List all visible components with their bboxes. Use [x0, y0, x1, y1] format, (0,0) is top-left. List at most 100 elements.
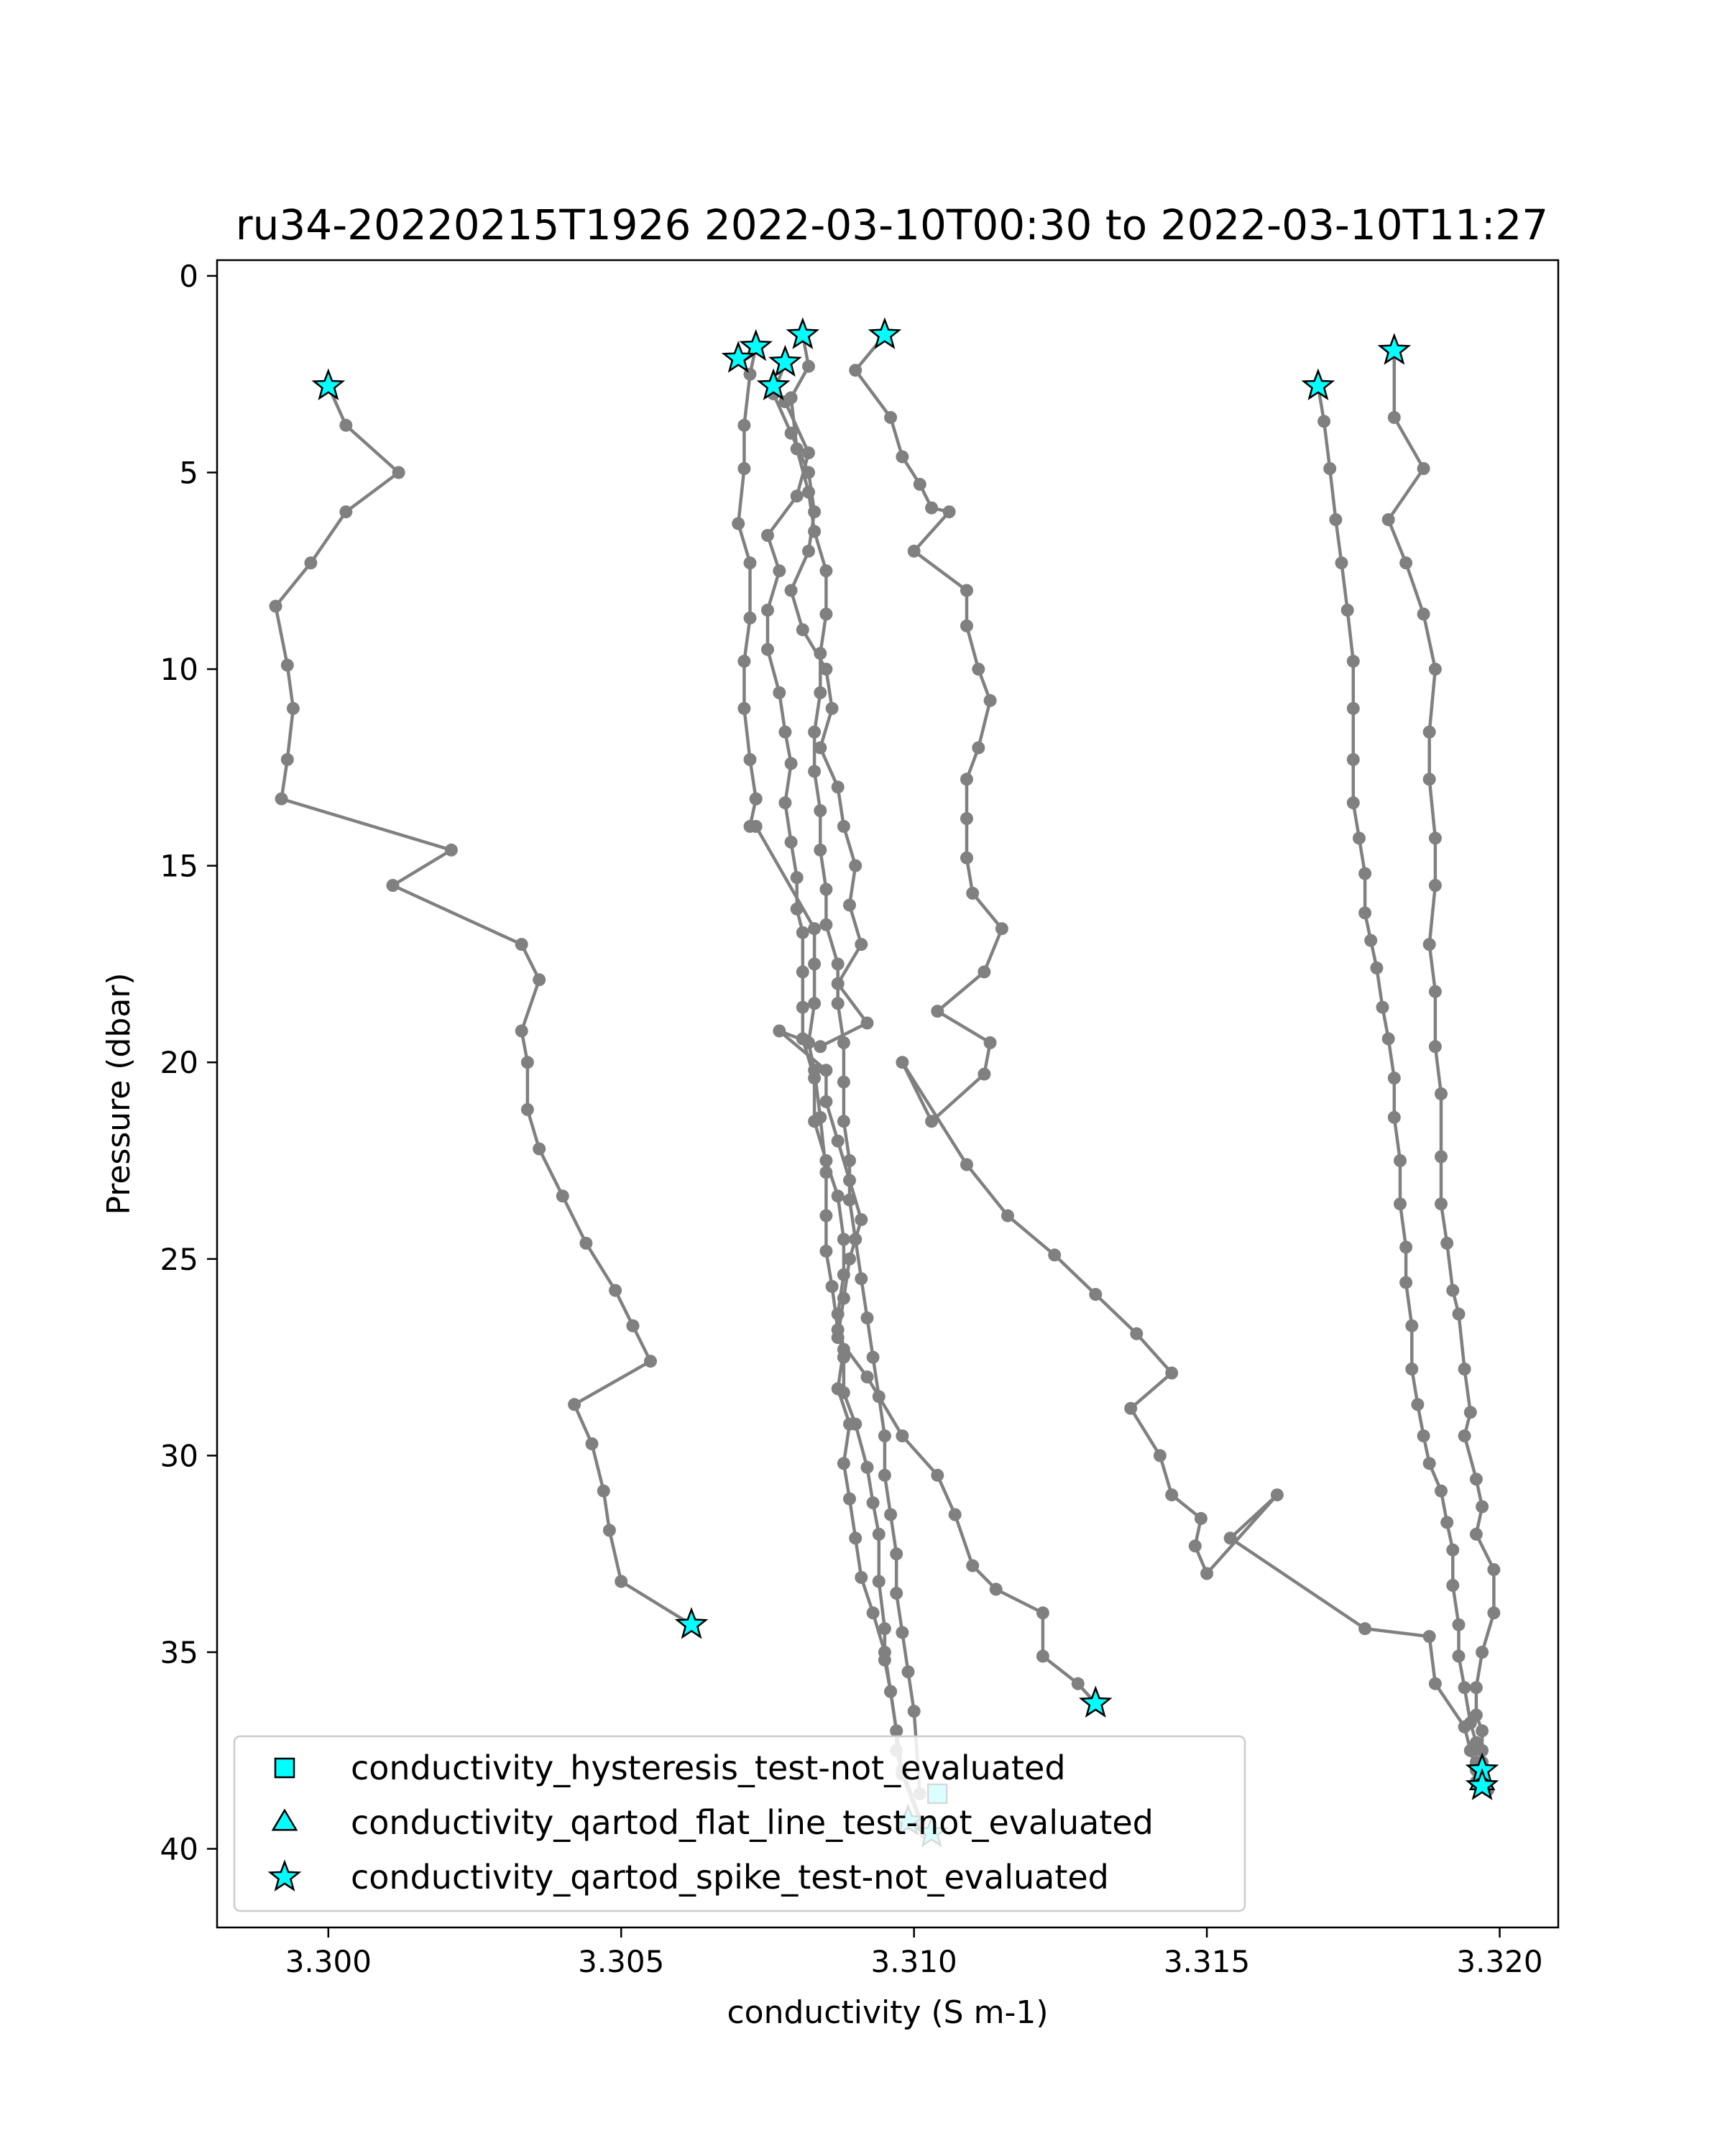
data-point	[1469, 1473, 1483, 1486]
data-point	[1200, 1567, 1214, 1580]
data-point	[855, 1571, 868, 1584]
data-point	[843, 1174, 856, 1187]
data-point	[1458, 1429, 1471, 1442]
y-tick-label: 15	[160, 849, 198, 884]
data-point	[1153, 1449, 1167, 1462]
data-point	[819, 883, 833, 896]
data-point	[644, 1355, 657, 1368]
data-point	[1353, 831, 1366, 845]
data-point	[609, 1284, 622, 1297]
data-point	[1440, 1516, 1454, 1529]
data-point	[790, 902, 804, 916]
data-point	[784, 391, 798, 405]
y-tick-label: 35	[160, 1635, 198, 1670]
series-line-3	[765, 384, 928, 1834]
data-point	[802, 466, 815, 479]
data-point	[1487, 1563, 1501, 1577]
y-axis: 0 5 10 15 20 25 30 35 40	[160, 259, 217, 1867]
data-point	[866, 1350, 880, 1364]
data-point	[743, 752, 757, 766]
data-point	[1435, 1150, 1448, 1164]
data-point	[533, 973, 546, 987]
legend: conductivity_hysteresis_test-not_evaluat…	[233, 1735, 1246, 1912]
data-point	[808, 997, 822, 1010]
data-point	[1089, 1288, 1103, 1302]
data-point	[831, 977, 845, 990]
data-point	[1036, 1649, 1049, 1663]
y-tick-label: 40	[160, 1832, 198, 1867]
data-point	[732, 517, 745, 530]
data-point	[831, 997, 845, 1010]
data-point	[737, 655, 751, 668]
data-point	[855, 938, 868, 952]
data-point	[1387, 1110, 1401, 1124]
data-point	[790, 489, 804, 503]
data-point	[1335, 556, 1348, 570]
data-point	[773, 564, 786, 578]
chart-title: ru34-20220215T1926 2022-03-10T00:30 to 2…	[236, 201, 1548, 249]
data-point	[1317, 415, 1331, 428]
data-point	[942, 505, 956, 519]
data-point	[1428, 663, 1442, 676]
data-point	[1381, 513, 1395, 527]
data-point	[960, 584, 973, 597]
data-point	[837, 1036, 850, 1049]
data-point	[884, 1508, 898, 1521]
data-point	[392, 466, 405, 479]
data-point	[849, 364, 862, 377]
data-point	[1048, 1248, 1062, 1262]
data-point	[615, 1575, 628, 1588]
x-tick-label: 3.310	[871, 1944, 957, 1979]
marker-layer	[311, 317, 1499, 1848]
data-point	[831, 1382, 845, 1396]
data-point	[1469, 1527, 1483, 1541]
data-point	[972, 663, 985, 676]
data-point	[790, 871, 804, 885]
data-point	[1001, 1209, 1014, 1222]
data-point	[280, 752, 294, 766]
data-point	[304, 556, 318, 570]
data-point	[896, 1626, 909, 1639]
data-point	[1387, 1072, 1401, 1085]
data-point	[831, 957, 845, 971]
data-point	[1399, 1240, 1413, 1254]
spike-marker	[768, 344, 802, 377]
legend-label: conductivity_qartod_flat_line_test-not_e…	[351, 1803, 1154, 1842]
data-point	[819, 1154, 833, 1167]
data-point	[960, 619, 973, 632]
data-point	[802, 544, 815, 558]
data-point	[1458, 1363, 1471, 1376]
data-point	[808, 957, 822, 971]
data-point	[796, 1000, 809, 1014]
data-point	[837, 1342, 850, 1356]
data-point	[855, 1213, 868, 1227]
data-point	[1323, 462, 1337, 475]
data-point	[802, 446, 815, 460]
data-point	[778, 796, 792, 810]
data-point	[1476, 1743, 1489, 1757]
spike-marker	[739, 328, 773, 361]
data-point	[1124, 1401, 1138, 1415]
data-point	[737, 462, 751, 475]
data-point	[761, 642, 774, 656]
data-point	[1469, 1708, 1483, 1722]
data-point	[978, 965, 991, 979]
data-point	[843, 898, 856, 912]
data-point	[960, 851, 973, 865]
data-point	[966, 886, 980, 900]
data-point	[890, 1724, 903, 1738]
data-point	[1399, 1276, 1413, 1289]
data-point	[1476, 1646, 1489, 1659]
data-point	[878, 1468, 891, 1482]
data-point	[860, 1370, 874, 1383]
x-tick-label: 3.305	[578, 1944, 664, 1979]
data-point	[983, 694, 997, 707]
data-point	[1329, 513, 1343, 527]
data-point	[878, 1429, 891, 1442]
data-point	[1394, 1154, 1407, 1167]
y-tick-label: 20	[160, 1045, 198, 1080]
data-point	[1346, 701, 1360, 715]
data-point	[1364, 934, 1378, 947]
data-point	[896, 450, 909, 464]
data-point	[960, 812, 973, 825]
